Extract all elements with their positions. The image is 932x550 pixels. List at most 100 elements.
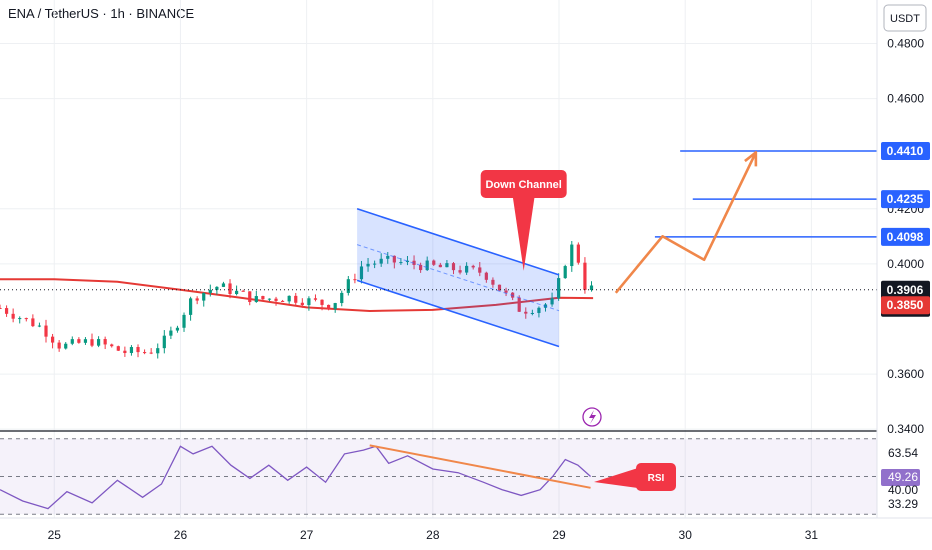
price-badge-label: 0.3906 bbox=[887, 283, 924, 297]
candle-body bbox=[70, 339, 74, 344]
candle-body bbox=[169, 330, 173, 336]
candle-body bbox=[0, 307, 2, 309]
candle-body bbox=[116, 346, 120, 351]
rsi-trendline bbox=[369, 444, 591, 489]
candle-body bbox=[320, 299, 324, 305]
candle-body bbox=[64, 343, 68, 349]
candle-body bbox=[37, 325, 42, 327]
candle-body bbox=[136, 347, 140, 353]
candle-body bbox=[175, 327, 180, 331]
candle-body bbox=[149, 352, 153, 354]
candle-body bbox=[96, 339, 101, 346]
rsi-current-badge bbox=[881, 469, 920, 486]
rsi-callout-pointer bbox=[594, 468, 638, 488]
candle-body bbox=[399, 262, 403, 264]
candle-body bbox=[557, 278, 561, 299]
candle-body bbox=[353, 279, 357, 281]
candle-body bbox=[340, 292, 344, 304]
x-tick-label: 31 bbox=[805, 528, 819, 542]
candle-body bbox=[379, 258, 383, 264]
candle-body bbox=[228, 283, 232, 295]
candle-body bbox=[215, 286, 219, 290]
down-channel-callout: Down Channel bbox=[480, 170, 567, 271]
candle-body bbox=[248, 291, 252, 302]
candle-body bbox=[202, 292, 206, 301]
candle-body bbox=[471, 265, 475, 268]
candle-body bbox=[392, 255, 396, 263]
candle-body bbox=[267, 298, 272, 300]
candle-body bbox=[90, 339, 94, 346]
candle-body bbox=[530, 312, 534, 314]
candle-body bbox=[241, 290, 245, 292]
candle-body bbox=[517, 297, 521, 312]
candle-body bbox=[18, 318, 22, 320]
candle-body bbox=[77, 339, 81, 343]
forecast-path bbox=[614, 151, 758, 294]
callout-pointer bbox=[512, 196, 535, 271]
x-tick-label: 27 bbox=[300, 528, 314, 542]
candle-body bbox=[445, 263, 449, 268]
candle-body bbox=[182, 314, 186, 328]
candle-body bbox=[419, 264, 423, 271]
candle-body bbox=[537, 307, 541, 313]
candle-body bbox=[346, 279, 350, 293]
price-axis-bg bbox=[877, 0, 932, 550]
moving-average-line bbox=[0, 278, 594, 313]
candle-body bbox=[333, 303, 337, 310]
candle-body bbox=[57, 342, 61, 349]
candle-body bbox=[110, 344, 114, 347]
candle-body bbox=[103, 339, 107, 345]
candle-body bbox=[142, 352, 147, 354]
candle-body bbox=[83, 339, 88, 343]
y-tick-label: 0.4800 bbox=[887, 37, 924, 51]
candle-body bbox=[300, 302, 304, 306]
candle-body bbox=[307, 298, 311, 306]
forecast-arrowhead bbox=[744, 151, 758, 167]
candle-body bbox=[438, 264, 442, 268]
callout-label: Down Channel bbox=[485, 179, 561, 191]
candle-body bbox=[359, 266, 364, 280]
candle-body bbox=[570, 244, 574, 267]
candle-body bbox=[313, 298, 318, 300]
rsi-tick-label: 49.26 bbox=[888, 470, 918, 484]
candle-body bbox=[432, 260, 436, 265]
candle-body bbox=[583, 262, 587, 290]
rsi-callout-box bbox=[636, 463, 676, 491]
candle-body bbox=[405, 260, 410, 263]
currency-badge-box bbox=[883, 4, 927, 32]
candle-body bbox=[162, 335, 166, 349]
rsi-callout-label: RSI bbox=[648, 473, 665, 484]
candle-body bbox=[576, 244, 580, 263]
candle-body bbox=[129, 347, 134, 354]
price-badge bbox=[881, 227, 930, 246]
candle-body bbox=[281, 300, 285, 302]
rsi-tick-label: 33.29 bbox=[888, 497, 918, 511]
candle-body bbox=[478, 267, 482, 273]
x-tick-label: 28 bbox=[426, 528, 440, 542]
candle-body bbox=[123, 350, 127, 354]
candle-body bbox=[550, 298, 554, 305]
price-badge bbox=[881, 141, 930, 160]
down-channel-mid bbox=[356, 244, 560, 312]
candle-body bbox=[563, 266, 567, 279]
x-tick-label: 30 bbox=[679, 528, 693, 542]
candle-body bbox=[497, 284, 502, 291]
price-badge-label: 0.4098 bbox=[887, 230, 924, 244]
rsi-tick-label: 40.00 bbox=[888, 483, 918, 497]
down-channel-lower bbox=[356, 279, 560, 348]
candle-body bbox=[491, 279, 495, 285]
x-tick-label: 26 bbox=[174, 528, 188, 542]
candle-body bbox=[504, 290, 508, 293]
candle-body bbox=[451, 263, 456, 271]
candle-body bbox=[208, 289, 212, 293]
price-badge bbox=[881, 190, 930, 209]
candle-body bbox=[195, 298, 199, 301]
price-badge-label: 0.4235 bbox=[887, 192, 924, 206]
candle-body bbox=[287, 295, 291, 302]
lightning-icon bbox=[582, 407, 602, 427]
candles bbox=[0, 240, 594, 359]
y-tick-label: 0.4600 bbox=[887, 92, 924, 106]
candle-body bbox=[294, 295, 298, 303]
candle-body bbox=[254, 296, 258, 302]
